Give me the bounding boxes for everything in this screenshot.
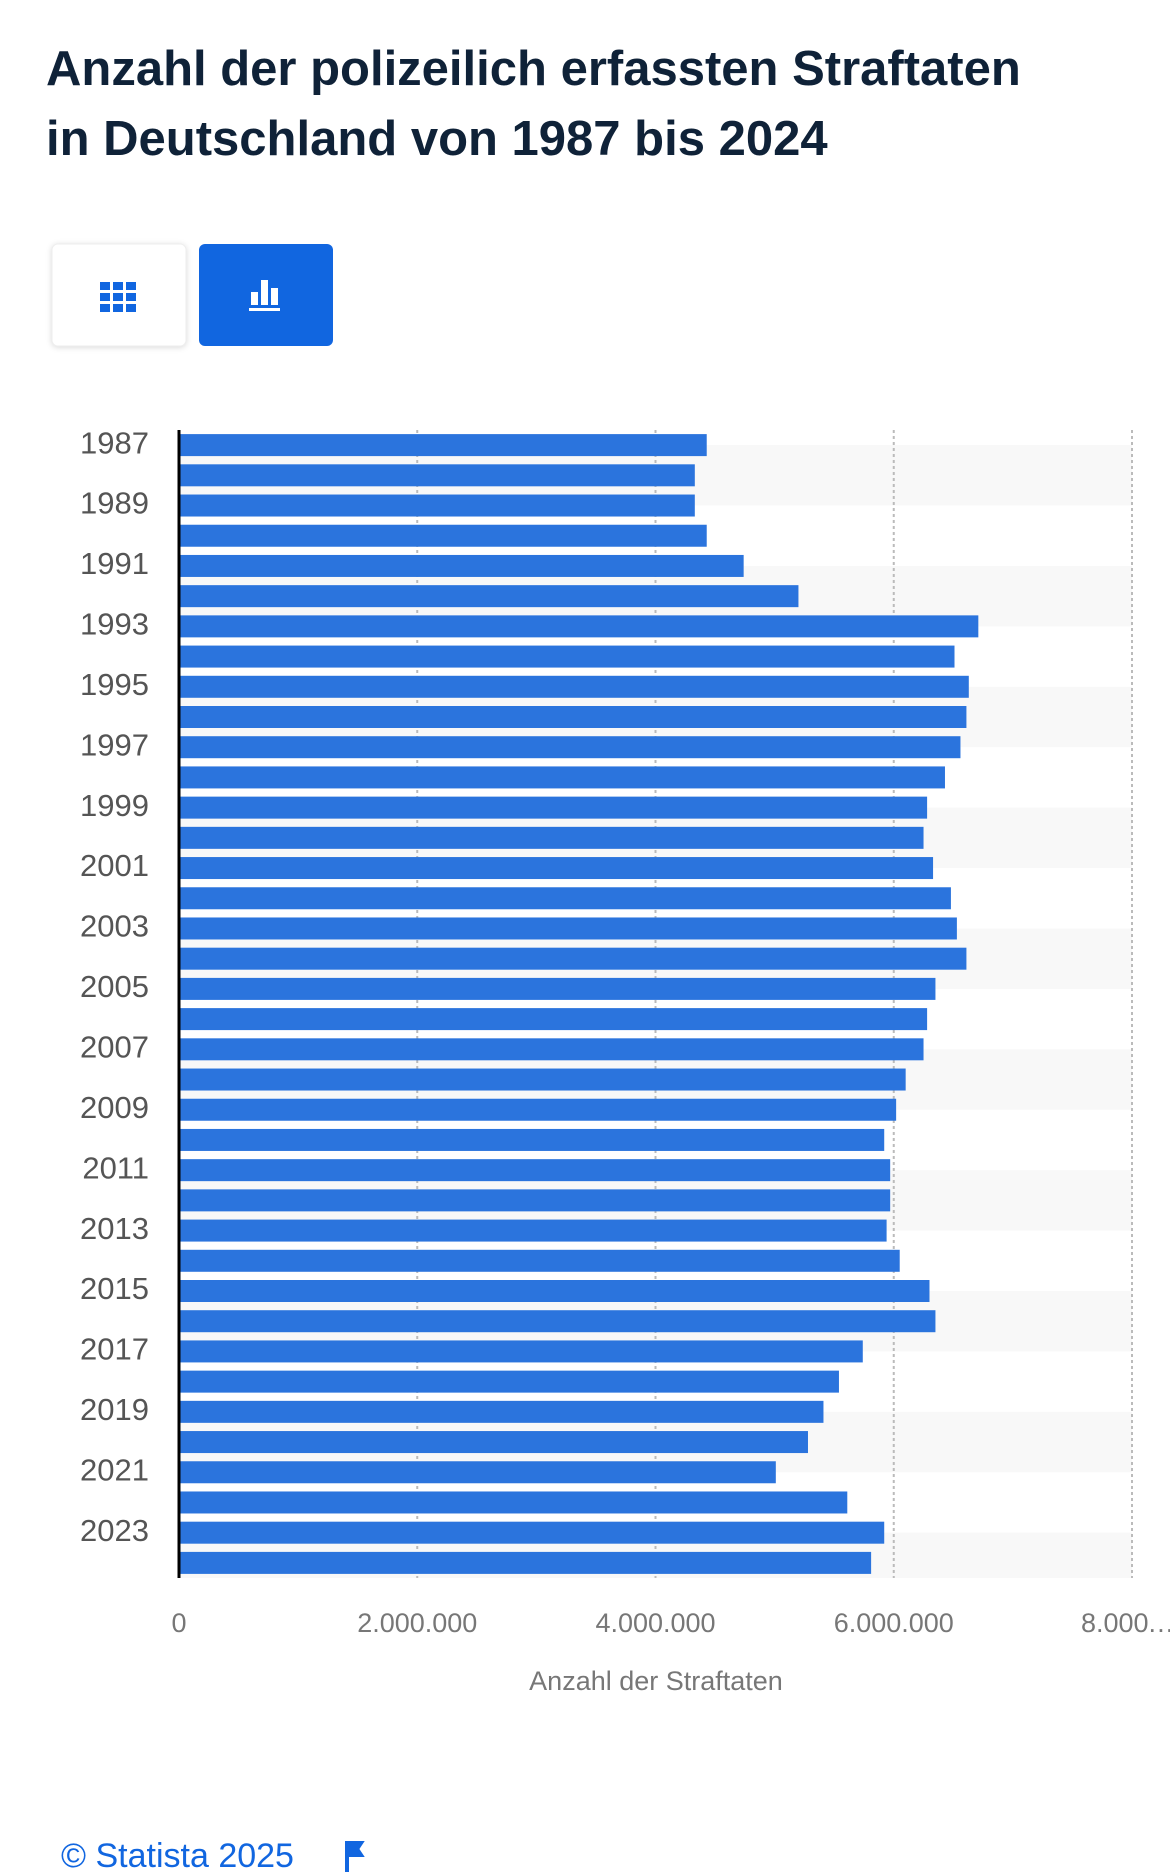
bar [179, 1189, 891, 1212]
bar [179, 1128, 885, 1151]
y-tick-label: 1995 [80, 667, 149, 702]
y-tick-label: 2023 [80, 1513, 149, 1548]
bar [179, 524, 707, 547]
bar [179, 1491, 848, 1514]
bar [179, 1280, 930, 1302]
y-tick-label: 2013 [80, 1211, 149, 1246]
bar [179, 615, 979, 638]
bar [179, 675, 969, 698]
x-tick-label: 2.000.000 [357, 1608, 477, 1638]
bar [179, 1310, 936, 1333]
bar [179, 857, 934, 880]
bar [179, 1249, 900, 1272]
y-tick-label: 2005 [80, 969, 149, 1004]
bar [179, 917, 957, 940]
bar [179, 796, 928, 819]
bar [179, 1431, 808, 1454]
y-tick-label: 1991 [80, 546, 149, 581]
bar [179, 1038, 924, 1061]
bar [179, 1521, 885, 1544]
bar [179, 736, 961, 759]
y-tick-label: 2017 [80, 1332, 149, 1367]
bar [179, 1219, 887, 1242]
y-tick-label: 2015 [80, 1271, 149, 1306]
bar [179, 887, 951, 910]
x-axis-label: Anzahl der Straftaten [529, 1666, 783, 1696]
y-tick-label: 2021 [80, 1452, 149, 1487]
bar [179, 1340, 863, 1363]
y-tick-label: 1989 [80, 486, 149, 521]
chart-icon [249, 280, 280, 311]
chart-button[interactable] [199, 244, 333, 346]
bar [179, 1008, 928, 1031]
y-tick-label: 2011 [82, 1150, 149, 1185]
y-tick-label: 1997 [80, 727, 149, 762]
y-tick-label: 2007 [80, 1030, 149, 1065]
bar [179, 1068, 906, 1091]
bar [179, 585, 799, 608]
bar [179, 1159, 891, 1182]
x-tick-label: 4.000.000 [595, 1608, 715, 1638]
bar [179, 1098, 897, 1121]
grid-icon [100, 282, 136, 312]
x-tick-label: 0 [171, 1608, 186, 1638]
y-tick-label: 2009 [80, 1090, 149, 1125]
chart-title: Anzahl der polizeilich erfassten Strafta… [46, 42, 1021, 96]
bar [179, 645, 955, 668]
source[interactable]: © Statista 2025 [61, 1837, 294, 1874]
y-tick-label: 2001 [80, 848, 149, 883]
bar [179, 1400, 824, 1423]
y-tick-label: 2003 [80, 909, 149, 944]
flag-icon[interactable] [345, 1841, 365, 1872]
bar [179, 706, 967, 728]
chart-title: in Deutschland von 1987 bis 2024 [46, 112, 828, 166]
bar [179, 977, 936, 1000]
bar [179, 554, 744, 577]
bar [179, 947, 967, 970]
bar [179, 1370, 839, 1393]
y-tick-label: 1999 [80, 788, 149, 823]
bar [179, 1461, 776, 1484]
bar [179, 434, 707, 457]
y-tick-label: 2019 [80, 1392, 149, 1427]
bar [179, 494, 695, 517]
bar [179, 766, 945, 789]
bar [179, 464, 695, 487]
y-tick-label: 1987 [80, 425, 149, 460]
bar [179, 1551, 872, 1574]
x-tick-label: 8.000.… [1081, 1608, 1170, 1638]
x-tick-label: 6.000.000 [834, 1608, 954, 1638]
table-button[interactable] [51, 243, 187, 347]
bar [179, 826, 924, 849]
y-tick-label: 1993 [80, 607, 149, 642]
